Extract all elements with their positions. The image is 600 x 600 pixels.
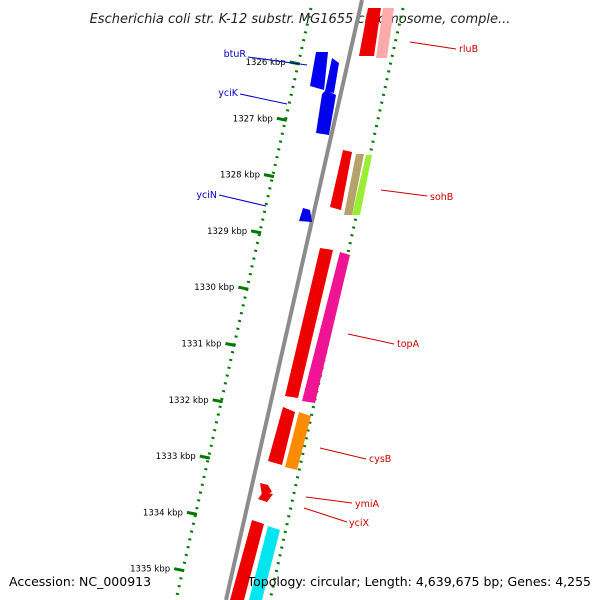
gene-label-yciN[interactable]: yciN (196, 190, 217, 201)
cysB-leader (319, 447, 367, 460)
tick-label: 1326 kbp (246, 58, 286, 68)
gene-sohB-cog-a[interactable] (344, 154, 364, 215)
tick-mark (276, 116, 288, 122)
gene-label-topA[interactable]: topA (397, 339, 420, 350)
left-gene-labels: btuR yciK yciN (196, 49, 308, 207)
tick-label: 1330 kbp (194, 283, 234, 293)
tick-label: 1328 kbp (220, 171, 260, 181)
tick-mark (250, 229, 262, 235)
gene-btuR-arrow-b[interactable] (325, 58, 339, 93)
inner-tick-ring (268, 7, 405, 600)
forward-strand-genes (230, 8, 394, 600)
tick-mark (263, 173, 275, 179)
sohB-leader (380, 189, 428, 197)
btuR-leader (247, 56, 308, 66)
gene-label-ymiA[interactable]: ymiA (355, 499, 380, 510)
gene-rluB-cog[interactable] (376, 8, 394, 58)
outer-tick-ring (174, 7, 313, 600)
gene-label-yciK[interactable]: yciK (218, 88, 238, 99)
tick-label: 1334 kbp (143, 508, 183, 518)
tick-mark (212, 398, 223, 404)
tick-mark (186, 510, 198, 516)
tick-label: 1332 kbp (169, 396, 209, 406)
gene-yciX-arrow[interactable] (258, 492, 273, 502)
kbp-ticks: 1326 kbp 1327 kbp 1328 kbp 1329 kbp 1330 kbp… (130, 58, 300, 575)
gene-next-arrow[interactable] (230, 520, 264, 600)
gene-yciK-arrow[interactable] (316, 90, 336, 135)
gene-sohB-arrow[interactable] (330, 150, 352, 210)
yciK-leader (239, 93, 288, 105)
tick-label: 1335 kbp (130, 565, 170, 575)
topA-leader (347, 333, 395, 345)
tick-mark (173, 567, 185, 573)
gene-label-btuR[interactable]: btuR (224, 49, 247, 60)
tick-mark (238, 285, 249, 291)
rluB-leader (409, 41, 457, 50)
chromosome-backbone (224, 0, 364, 600)
gene-yciN-arrow[interactable] (299, 208, 312, 222)
gene-label-cysB[interactable]: cysB (369, 454, 391, 465)
gene-label-yciX[interactable]: yciX (349, 518, 369, 529)
gene-topA-arrow[interactable] (285, 248, 333, 398)
tick-label: 1331 kbp (181, 340, 221, 350)
gene-rluB-arrow[interactable] (359, 8, 381, 56)
tick-label: 1329 kbp (207, 227, 247, 237)
gene-next-cog[interactable] (249, 526, 280, 600)
tick-mark (225, 342, 236, 347)
tick-rings (174, 7, 405, 600)
tick-label: 1327 kbp (233, 114, 273, 124)
gene-cysB-arrow[interactable] (268, 407, 295, 465)
topology-summary: Topology: circular; Length: 4,639,675 bp… (247, 574, 591, 589)
gene-label-rluB[interactable]: rluB (459, 44, 478, 55)
gene-sohB-cog-b[interactable] (352, 155, 372, 215)
tick-mark (199, 454, 211, 460)
gene-btuR-arrow-a[interactable] (310, 52, 328, 90)
yciX-leader (303, 507, 348, 523)
yciN-leader (218, 194, 267, 207)
map-title: Escherichia coli str. K-12 substr. MG165… (90, 12, 511, 27)
tick-label: 1333 kbp (156, 452, 196, 462)
ymiA-leader (305, 496, 353, 504)
gene-cysB-cog[interactable] (285, 412, 311, 470)
accession-text: Accession: NC_000913 (9, 574, 151, 589)
right-gene-labels: rluB sohB topA cysB ymiA yciX (303, 41, 478, 529)
gene-label-sohB[interactable]: sohB (430, 192, 453, 203)
reverse-strand-genes (299, 52, 339, 222)
gene-topA-cog[interactable] (302, 252, 350, 403)
